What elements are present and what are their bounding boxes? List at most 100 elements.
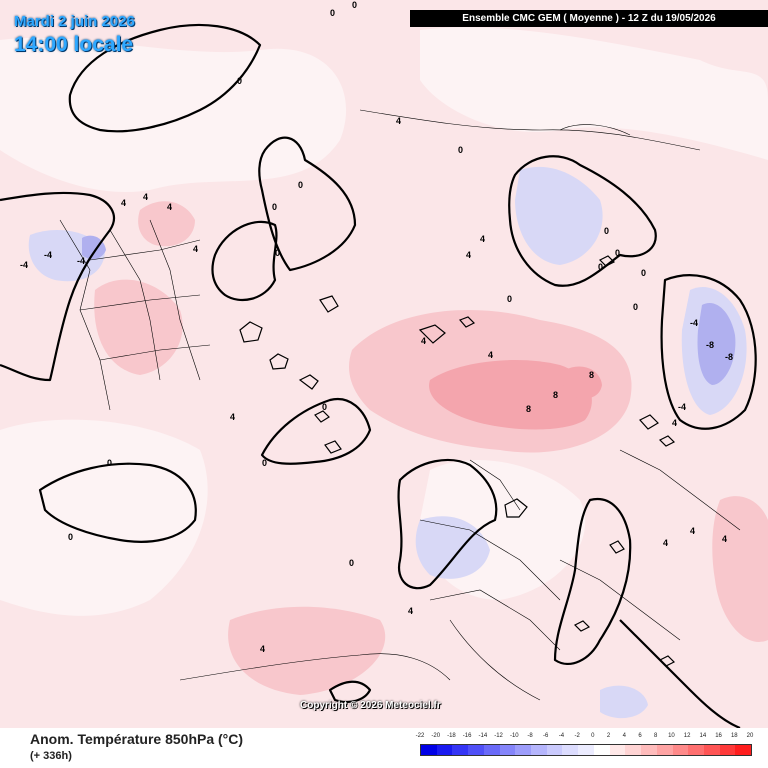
legend-swatch [562, 745, 579, 755]
legend-swatch [452, 745, 469, 755]
legend-scale-labels: -22 -20 -18 -16 -14 -12 -10 -8 -6 -4 -2 0 2 4 6 8 10 12 14… [414, 733, 754, 743]
contour-value-label: 4 [408, 606, 413, 616]
contour-value-label: 4 [722, 534, 727, 544]
legend-swatch [735, 745, 752, 755]
contour-value-label: 4 [663, 538, 668, 548]
legend-tick-label: 4 [622, 733, 626, 739]
contour-value-label: 0 [322, 402, 327, 412]
legend-tick-label: 18 [730, 733, 738, 739]
contour-value-label: 4 [121, 198, 126, 208]
contour-value-label: 0 [507, 294, 512, 304]
legend-tick-label: -14 [478, 733, 488, 739]
contour-value-label: 0 [330, 8, 335, 18]
contour-value-label: -8 [725, 352, 733, 362]
model-run-banner: Ensemble CMC GEM ( Moyenne ) - 12 Z du 1… [410, 10, 768, 27]
contour-value-label: -4 [77, 256, 85, 266]
legend-swatch [688, 745, 704, 755]
strong-warm-anomaly-areas [429, 360, 602, 430]
legend-tick-label: -6 [543, 733, 549, 739]
contour-value-label: -4 [20, 260, 28, 270]
legend-swatch [593, 745, 610, 755]
anomaly-map: 0000000000000000004444444444444444888-4-… [0, 0, 768, 728]
strong-cold-anomaly-areas [82, 235, 736, 385]
contour-value-label: -4 [678, 402, 686, 412]
contour-value-label: 4 [193, 244, 198, 254]
legend-swatch [499, 745, 516, 755]
islands [239, 255, 676, 667]
forecast-date: Mardi 2 juin 2026 [14, 13, 135, 30]
contour-value-label: 0 [604, 226, 609, 236]
contour-value-label: 4 [672, 418, 677, 428]
contour-value-label: 4 [260, 644, 265, 654]
legend-swatch [468, 745, 484, 755]
contour-value-label: 0 [352, 0, 357, 10]
lead-time: (+ 336h) [30, 750, 72, 762]
legend-tick-label: -18 [447, 733, 456, 739]
legend-swatch [609, 745, 626, 755]
contour-value-label: 4 [480, 234, 485, 244]
contour-value-label: 0 [262, 458, 267, 468]
legend-tick-label: 12 [683, 733, 691, 739]
contour-value-label: 4 [143, 192, 148, 202]
legend-tick-label: -22 [415, 733, 425, 739]
contour-value-label: 0 [615, 248, 620, 258]
legend-tick-label: 16 [715, 733, 722, 739]
contour-value-label: 4 [690, 526, 695, 536]
contour-value-label: 0 [107, 458, 112, 468]
contour-value-label: 4 [167, 202, 172, 212]
legend-swatch [578, 745, 594, 755]
legend-swatch [531, 745, 547, 755]
contour-value-label: 0 [298, 180, 303, 190]
legend-tick-label: 20 [746, 733, 754, 739]
legend-tick-label: 6 [638, 733, 642, 739]
legend-swatch [483, 745, 500, 755]
contour-value-label: 0 [641, 268, 646, 278]
contour-value-label: 0 [598, 262, 603, 272]
contour-value-label: 8 [553, 390, 558, 400]
legend-tick-label: -10 [509, 733, 519, 739]
contour-value-label: 0 [349, 558, 354, 568]
legend-tick-label: -2 [574, 733, 580, 739]
legend-swatch [641, 745, 657, 755]
contour-value-label: 0 [237, 76, 242, 86]
contour-value-label: 0 [272, 202, 277, 212]
legend-tick-label: -16 [462, 733, 472, 739]
legend-tick-label: 14 [699, 733, 707, 739]
variable-title: Anom. Température 850hPa (°C) [30, 731, 244, 747]
contour-value-label: 4 [230, 412, 235, 422]
legend-swatch [703, 745, 720, 755]
contour-value-label: 0 [633, 302, 638, 312]
legend-swatch [546, 745, 563, 755]
legend-tick-label: 8 [654, 733, 658, 739]
color-legend-bar [420, 744, 752, 756]
legend-swatch [421, 745, 437, 755]
coastlines [0, 23, 757, 728]
boundaries [59, 109, 741, 701]
legend-swatch [625, 745, 642, 755]
legend-swatch [515, 745, 532, 755]
contour-value-label: 4 [488, 350, 493, 360]
contour-labels: 0000000000000000004444444444444444888-4-… [20, 0, 733, 654]
neutral-anomaly-areas [0, 27, 768, 616]
map-footer: Anom. Température 850hPa (°C) (+ 336h) -… [0, 728, 768, 768]
contour-value-label: 0 [458, 145, 463, 155]
contour-value-label: 0 [275, 248, 280, 258]
legend-tick-label: -12 [494, 733, 503, 739]
contour-value-label: 4 [396, 116, 401, 126]
contour-value-label: -4 [690, 318, 698, 328]
copyright-watermark: Copyright © 2026 Meteociel.fr [300, 700, 441, 711]
contour-value-label: 8 [526, 404, 531, 414]
legend-tick-label: 0 [591, 733, 595, 739]
forecast-local-time: 14:00 locale [14, 33, 134, 56]
legend-tick-label: -8 [527, 733, 533, 739]
legend-swatch [672, 745, 689, 755]
legend-tick-label: 10 [668, 733, 675, 739]
legend-tick-label: 2 [606, 733, 611, 739]
legend-tick-label: -4 [558, 733, 565, 739]
legend-tick-label: -20 [431, 733, 441, 739]
contour-value-label: 4 [421, 336, 426, 346]
contour-value-label: -4 [44, 250, 52, 260]
legend-swatch [719, 745, 736, 755]
contour-value-label: -8 [706, 340, 714, 350]
